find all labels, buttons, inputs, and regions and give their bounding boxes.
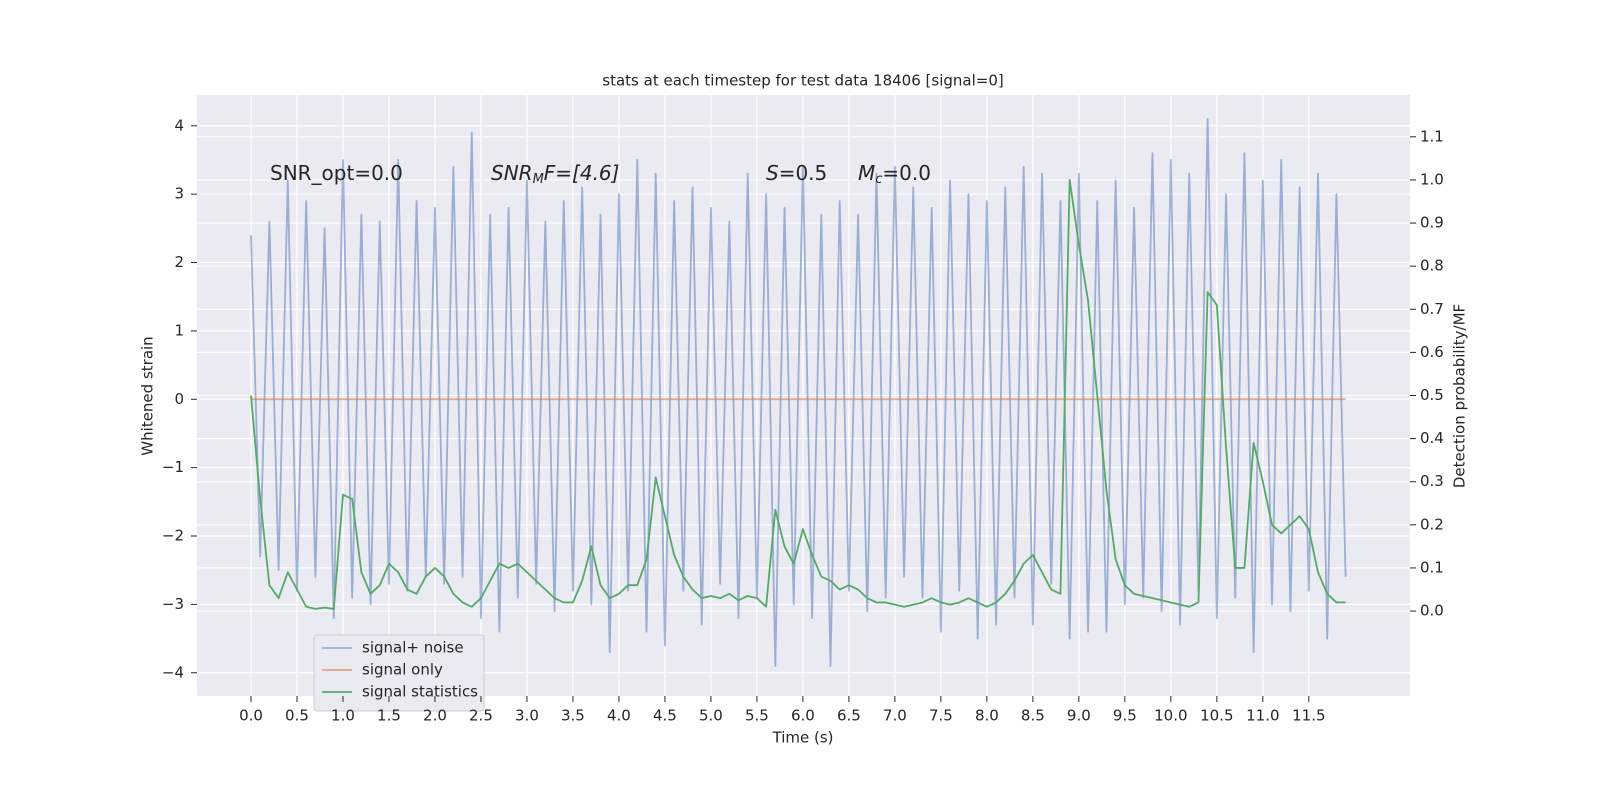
x-tick-label: 5.0 [699, 707, 723, 725]
y2-tick-label: 0.9 [1420, 214, 1444, 232]
y2-tick-label: 0.8 [1420, 257, 1444, 275]
y2-axis-label: Detection probability/MF [1451, 304, 1469, 488]
y2-tick-label: 1.1 [1420, 127, 1444, 145]
annotation-text: SNR_opt=0.0 [270, 161, 403, 185]
x-tick-label: 0.5 [285, 707, 309, 725]
annotation-text: S [766, 161, 779, 185]
y-tick-label: 1 [174, 321, 184, 339]
x-tick-label: 9.5 [1113, 707, 1137, 725]
annotation: SNR_opt=0.0 [270, 161, 403, 185]
y-tick-label: 0 [174, 390, 184, 408]
legend-label: signal only [362, 661, 443, 679]
chart-title: stats at each timestep for test data 184… [602, 72, 1003, 90]
x-tick-label: 11.5 [1292, 707, 1325, 725]
annotation-text: SNR [491, 161, 533, 185]
x-tick-label: 3.5 [561, 707, 585, 725]
y2-tick-label: 0.5 [1420, 386, 1444, 404]
y-tick-label: −1 [162, 458, 184, 476]
x-tick-label: 10.0 [1154, 707, 1187, 725]
x-tick-label: 5.5 [745, 707, 769, 725]
x-tick-label: 8.5 [1021, 707, 1045, 725]
y2-tick-label: 0.4 [1420, 429, 1444, 447]
x-tick-label: 1.0 [331, 707, 355, 725]
legend-label: signal statistics [362, 683, 478, 701]
y2-tick-label: 0.0 [1420, 602, 1444, 620]
y2-tick-label: 1.0 [1420, 170, 1444, 188]
y-tick-label: −4 [162, 663, 184, 681]
annotation-text: F=[4.6] [544, 161, 620, 185]
y-tick-label: −3 [162, 595, 184, 613]
x-axis-label: Time (s) [772, 729, 834, 747]
annotation-subscript: c [875, 172, 882, 187]
x-tick-label: 2.0 [423, 707, 447, 725]
y-tick-label: 4 [174, 116, 184, 134]
annotation: SNRMF=[4.6] [491, 161, 619, 187]
marks [250, 118, 1347, 667]
y-axis-label: Whitened strain [139, 336, 157, 455]
y2-tick-label: 0.6 [1420, 343, 1444, 361]
annotation: S=0.5 [766, 161, 827, 185]
x-tick-label: 9.0 [1067, 707, 1091, 725]
x-tick-label: 7.5 [929, 707, 953, 725]
x-tick-label: 2.5 [469, 707, 493, 725]
x-tick-label: 4.0 [607, 707, 631, 725]
annotation-text: =0.5 [779, 161, 828, 185]
legend: signal+ noise signal only signal statistic… [313, 634, 485, 712]
y-tick-label: 3 [174, 185, 184, 203]
y2-tick-label: 0.1 [1420, 558, 1444, 576]
x-tick-label: 8.0 [975, 707, 999, 725]
x-tick-label: 11.0 [1246, 707, 1279, 725]
x-tick-label: 6.0 [791, 707, 815, 725]
annotation-text: =0.0 [882, 161, 931, 185]
y2-tick-label: 0.7 [1420, 300, 1444, 318]
x-tick-label: 4.5 [653, 707, 677, 725]
y-tick-label: 2 [174, 253, 184, 271]
annotation-subscript: M [533, 172, 544, 187]
series-line [250, 179, 1346, 610]
x-tick-label: 1.5 [377, 707, 401, 725]
y2-tick-label: 0.2 [1420, 515, 1444, 533]
y2-tick-label: 0.3 [1420, 472, 1444, 490]
x-tick-label: 10.5 [1200, 707, 1233, 725]
x-tick-label: 7.0 [883, 707, 907, 725]
annotation: Mc=0.0 [858, 161, 931, 187]
x-tick-label: 0.0 [239, 707, 263, 725]
y-tick-label: −2 [162, 527, 184, 545]
x-tick-label: 6.5 [837, 707, 861, 725]
x-tick-label: 3.0 [515, 707, 539, 725]
legend-box [313, 634, 485, 712]
series-line [250, 118, 1347, 667]
legend-label: signal+ noise [362, 639, 464, 657]
annotation-text: M [858, 161, 875, 185]
